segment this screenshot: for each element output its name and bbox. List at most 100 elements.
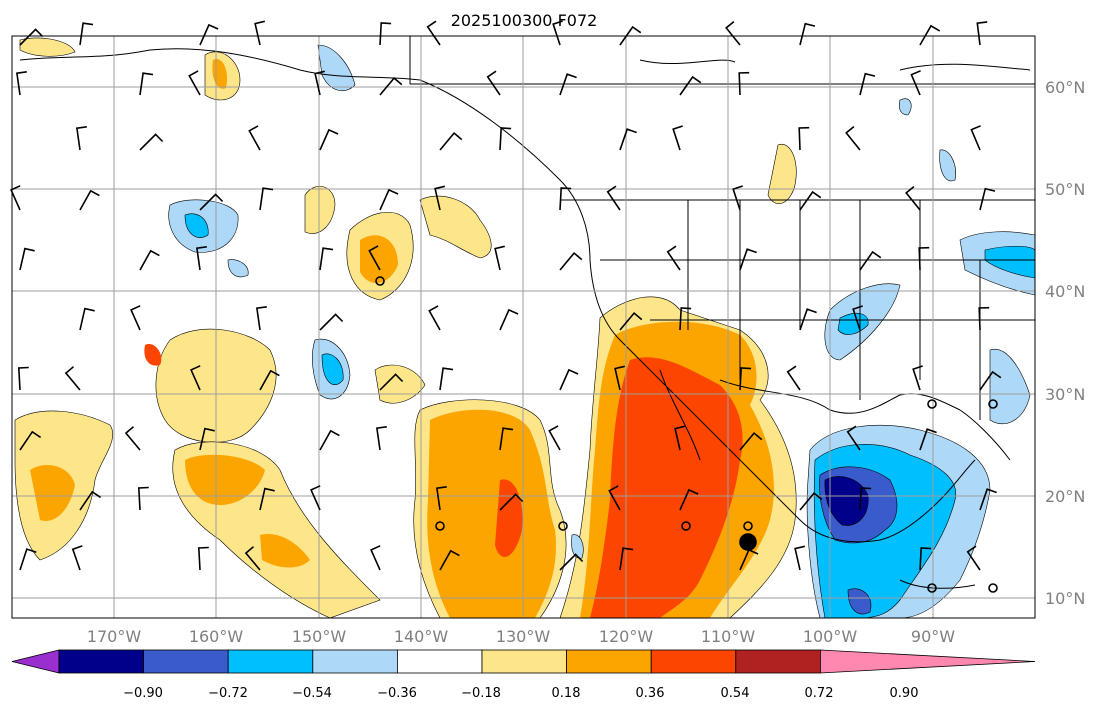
wind-barb-icon [199, 427, 215, 451]
wind-barb-icon [739, 248, 757, 271]
station-marker-icon [681, 521, 691, 531]
wind-barb-icon [905, 185, 921, 211]
lat-label: 40°N [1045, 282, 1085, 301]
station-marker-icon [558, 521, 568, 531]
wind-barb-icon [798, 126, 810, 151]
wind-barb-icon [499, 127, 512, 151]
lon-label: 150°W [292, 627, 347, 646]
station-marker-icon [435, 521, 445, 531]
wind-barb-icon [979, 370, 1002, 391]
wind-barb-icon [548, 425, 561, 451]
wind-barb-icon [19, 28, 44, 46]
colorbar-segment [481, 649, 567, 674]
wind-barb-icon [370, 545, 381, 571]
wind-barb-icon [434, 185, 445, 211]
wind-barb-icon [426, 20, 441, 46]
wind-barb-icon [19, 247, 35, 271]
wind-barb-icon [672, 125, 683, 151]
colorbar-segment [396, 649, 483, 674]
station-marker-icon [927, 399, 937, 409]
colorbar-segment [650, 649, 737, 674]
wind-barb-icon [188, 70, 201, 96]
colorbar-extend-max [820, 649, 1036, 674]
wind-barb-icon [319, 313, 344, 331]
colorbar-tick-label: 0.72 [805, 686, 834, 701]
wind-barb-icon [919, 428, 937, 451]
lon-label: 110°W [701, 627, 756, 646]
wind-barb-icon [79, 189, 100, 211]
wind-barb-icon [679, 488, 699, 511]
wind-barb-icon [559, 368, 579, 391]
wind-barb-icon [614, 365, 625, 391]
wind-barb-icon [10, 185, 21, 211]
colorbar-segment [735, 649, 821, 674]
lon-label: 140°W [394, 627, 449, 646]
lon-label: 130°W [496, 627, 551, 646]
wind-barb-icon [606, 185, 621, 211]
colorbar-tick-label: −0.36 [377, 686, 417, 701]
wind-barb-icon [978, 306, 990, 331]
wind-barb-icon [732, 185, 743, 211]
wind-barb-icon [739, 431, 763, 451]
wind-barb-icon [619, 311, 643, 331]
wind-barb-icon [439, 367, 454, 391]
wind-barb-icon [197, 546, 209, 571]
map-title: 2025100300 F072 [451, 11, 598, 30]
wind-barb-icon [255, 306, 267, 331]
wind-barb-icon [919, 547, 932, 571]
wind-barb-icon [619, 25, 642, 46]
wind-barb-icon [139, 133, 164, 151]
station-marker-icon [927, 583, 937, 593]
wind-barb-icon [852, 305, 863, 331]
colorbar-segment [143, 649, 229, 674]
lat-label: 30°N [1045, 385, 1085, 404]
wind-barb-icon [799, 308, 817, 331]
wind-barb-icon [310, 485, 321, 511]
lat-label: 20°N [1045, 487, 1085, 506]
lon-label: 160°W [189, 627, 244, 646]
wind-barb-icon [666, 245, 681, 271]
wind-barb-icon [619, 547, 634, 571]
wind-barb-icon [912, 365, 923, 391]
colorbar-extend-min [11, 649, 60, 674]
wind-barb-icon [79, 22, 94, 46]
colorbar-tick-label: −0.72 [208, 686, 248, 701]
wind-barb-icon [254, 20, 265, 46]
wind-barb-icon [64, 366, 81, 391]
wind-barb-icon [559, 73, 577, 96]
colorbar-tick-label: 0.54 [721, 686, 750, 701]
station-marker-icon [988, 399, 998, 409]
colorbar-tick-label: 0.36 [636, 686, 665, 701]
station-marker-icon [988, 583, 998, 593]
wind-barb-icon [799, 491, 823, 511]
colorbar-tick-label: −0.54 [292, 686, 332, 701]
wind-barb-icon [15, 71, 27, 96]
colorbar [11, 649, 1036, 674]
wind-barb-icon [799, 22, 816, 46]
colorbar-tick-label: −0.18 [461, 686, 501, 701]
wind-barb-icon [139, 72, 154, 96]
wind-barb-icon [139, 249, 160, 271]
wind-barb-icon [368, 245, 381, 271]
lon-label: 120°W [599, 627, 654, 646]
wind-barb-icon [910, 70, 921, 96]
colorbar-segment [312, 649, 398, 674]
wind-barb-icon [435, 486, 447, 511]
wind-barb-icon [979, 488, 997, 511]
wind-barb-icon [499, 427, 514, 451]
wind-barb-icon [859, 250, 882, 271]
colorbar-tick-label: −0.90 [123, 686, 163, 701]
wind-barb-icon [319, 128, 339, 151]
wind-barb-icon [966, 545, 981, 571]
wind-barb-icon [195, 246, 207, 271]
wind-barb-icon [679, 75, 702, 96]
wind-barb-icon [124, 426, 141, 451]
colorbar-segment [227, 649, 314, 674]
wind-barb-icon [79, 490, 102, 511]
lat-label: 10°N [1045, 589, 1085, 608]
wind-barb-icon [799, 190, 822, 211]
lat-label: 60°N [1045, 78, 1085, 97]
wind-barb-icon [679, 307, 692, 331]
station-marker-icon [739, 533, 757, 551]
wind-barb-icon [794, 545, 805, 571]
